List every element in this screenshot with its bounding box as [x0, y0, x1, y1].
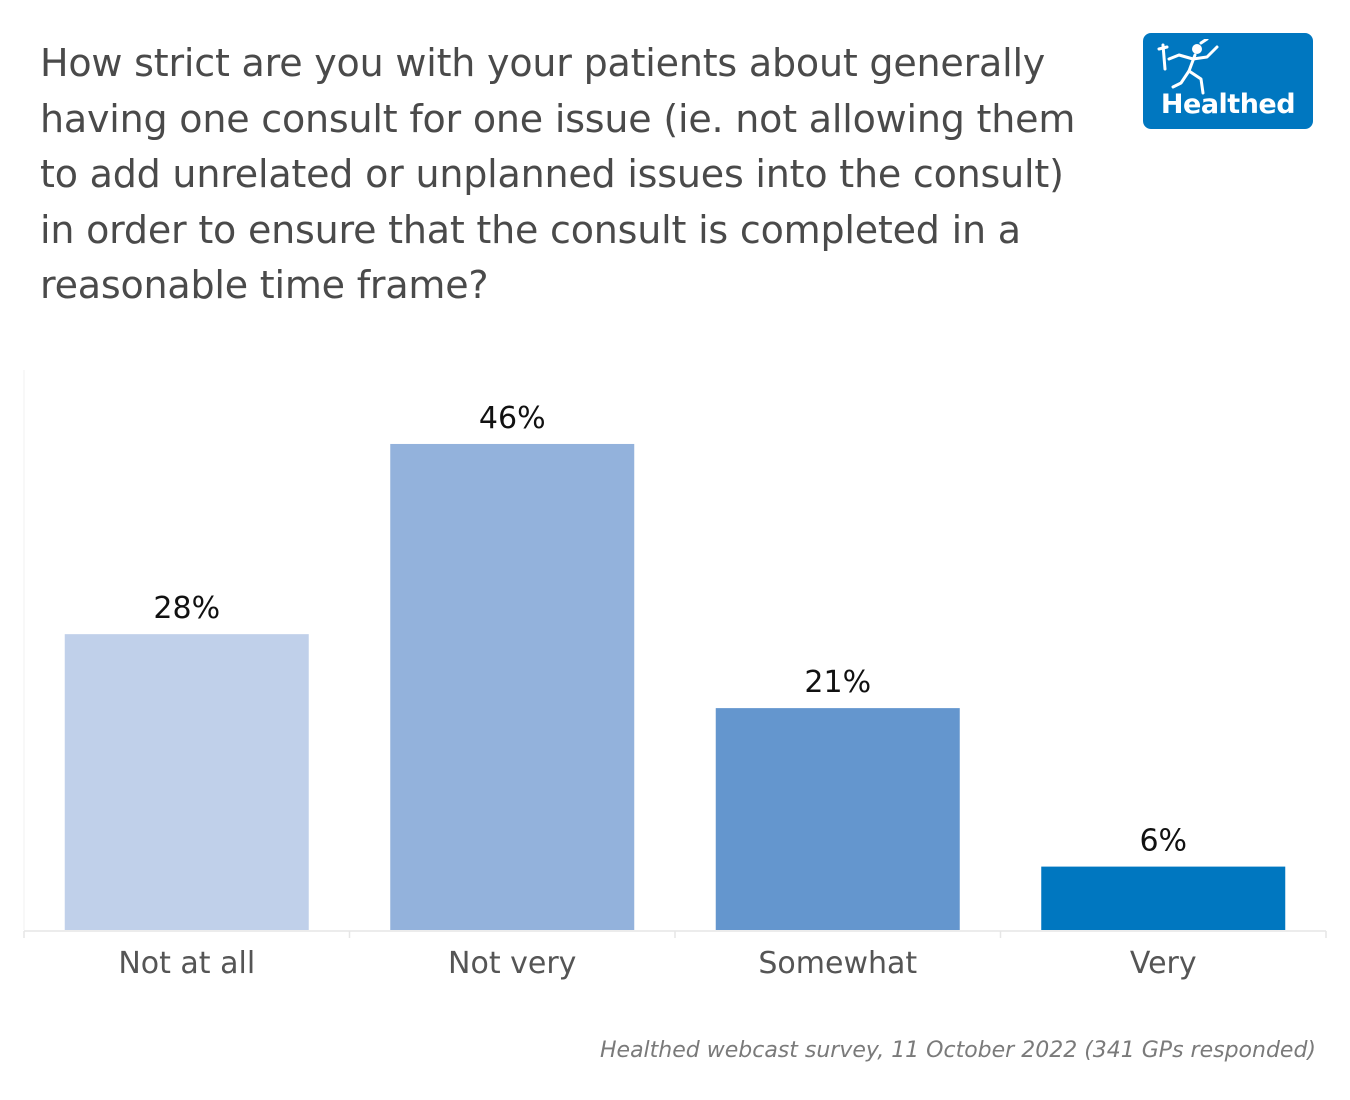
bar: [64, 634, 309, 930]
x-tick-label: Not very: [448, 946, 576, 981]
x-tick-label: Very: [1130, 946, 1197, 981]
healthed-logo: Healthed: [1143, 33, 1313, 129]
bar: [390, 443, 635, 930]
data-label: 28%: [153, 591, 220, 626]
bar-chart: 28% Not at all 46% Not very 21% Somewhat 6% Ver…: [23, 370, 1327, 981]
x-tick-label: Not at all: [118, 946, 255, 981]
logo-text: Healthed: [1160, 89, 1296, 120]
hermes-figure-icon: [1157, 39, 1219, 95]
bar: [1041, 866, 1286, 930]
x-tick-label: Somewhat: [758, 946, 917, 981]
data-label: 46%: [479, 401, 546, 436]
chart-title: How strict are you with your patients ab…: [40, 41, 1076, 307]
source-note: Healthed webcast survey, 11 October 2022…: [600, 1038, 1316, 1063]
data-label: 6%: [1139, 824, 1187, 859]
bar: [715, 708, 960, 930]
data-label: 21%: [804, 665, 871, 700]
